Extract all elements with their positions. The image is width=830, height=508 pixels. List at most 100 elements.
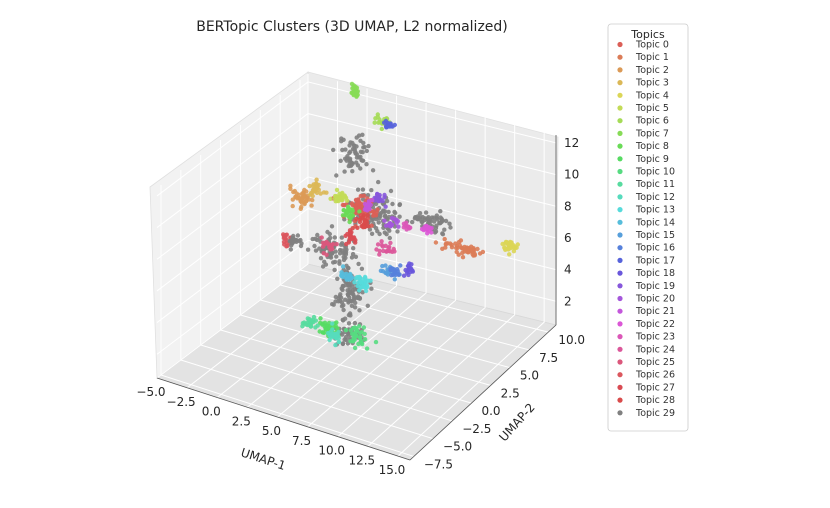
topic-point-18: [406, 263, 411, 269]
scatter-points: [281, 81, 520, 351]
noise-point: [352, 287, 357, 292]
noise-point: [435, 217, 440, 222]
topic-point-27: [345, 231, 350, 237]
legend-marker: [617, 168, 623, 175]
topic-point-7: [355, 89, 360, 94]
legend-marker: [617, 257, 623, 263]
noise-point: [356, 155, 362, 160]
noise-point: [442, 227, 447, 232]
topic-point-18: [403, 267, 408, 273]
noise-point: [364, 162, 369, 167]
noise-point: [327, 231, 332, 237]
noise-point: [356, 133, 362, 138]
noise-point: [358, 166, 363, 171]
noise-point: [366, 143, 371, 149]
noise-point: [350, 161, 355, 167]
topic-point-19: [376, 195, 382, 200]
topic-point-14: [339, 270, 344, 275]
topic-point-24: [374, 247, 379, 252]
noise-point: [328, 235, 333, 241]
noise-point: [342, 250, 347, 256]
noise-point: [417, 211, 423, 216]
topic-point-12: [329, 335, 335, 340]
grid-line-z-4: [156, 113, 557, 228]
legend-label: Topic 9: [635, 154, 669, 165]
topic-point-21: [369, 197, 375, 203]
topic-point-13: [358, 284, 363, 289]
noise-point: [357, 308, 362, 313]
y-tick-label: 5.0: [520, 369, 539, 383]
noise-point: [382, 214, 388, 219]
topic-point-22: [424, 227, 430, 233]
topic-point-10: [358, 338, 364, 344]
topic-point-15: [384, 271, 389, 276]
legend-label: Topic 17: [635, 255, 675, 266]
topic-point-24: [377, 252, 382, 257]
topic-point-20: [389, 216, 395, 221]
topic-point-12: [333, 333, 338, 338]
legend-label: Topic 15: [635, 230, 675, 241]
y-tick-label: −2.5: [462, 422, 491, 436]
x-tick-label: 2.5: [232, 414, 251, 428]
topic-point-10: [360, 342, 365, 347]
noise-point: [369, 286, 374, 291]
axis-panes: [149, 71, 559, 461]
topic-point-2: [304, 198, 309, 203]
topic-point-0: [361, 193, 367, 198]
chart-title: BERTopic Clusters (3D UMAP, L2 normalize…: [196, 19, 508, 35]
topic-point-1: [440, 246, 445, 251]
noise-point: [370, 168, 376, 173]
x-tick-label: −2.5: [167, 395, 196, 409]
topic-point-23: [408, 225, 413, 230]
noise-point: [332, 235, 337, 240]
topic-point-15: [380, 263, 385, 269]
topic-point-8: [343, 213, 348, 218]
topic-point-10: [362, 331, 367, 337]
topic-point-5: [333, 199, 338, 204]
noise-point: [360, 150, 365, 155]
legend-marker: [617, 105, 623, 111]
noise-point: [431, 215, 437, 220]
z-tick-label: 2: [564, 294, 572, 308]
noise-point: [337, 298, 343, 304]
topic-point-10: [343, 328, 349, 333]
topic-point-29: [288, 247, 293, 252]
noise-point: [335, 276, 340, 281]
legend-label: Topic 26: [635, 370, 675, 381]
topic-point-5: [332, 193, 338, 199]
x-tick-label: −5.0: [136, 385, 165, 399]
topic-point-21: [362, 201, 368, 207]
topic-point-13: [352, 280, 357, 285]
noise-point: [369, 188, 374, 193]
topic-point-21: [362, 207, 368, 212]
topic-point-1: [475, 246, 480, 252]
x-axis-line: [156, 377, 411, 461]
noise-point: [345, 292, 350, 297]
noise-point: [320, 264, 326, 269]
grid-line-x-3: [247, 95, 398, 408]
topic-point-1: [458, 238, 464, 243]
noise-point: [341, 307, 346, 313]
legend-label: Topic 14: [635, 217, 675, 228]
topic-point-10: [357, 330, 363, 336]
topic-point-1: [469, 248, 475, 253]
topic-point-17: [382, 120, 387, 125]
grid-line-y-2: [200, 155, 453, 422]
legend-marker: [617, 410, 623, 416]
grid-line-z-2: [156, 176, 557, 292]
legend-label: Topic 11: [635, 179, 675, 190]
noise-point: [350, 169, 355, 174]
noise-point: [386, 209, 391, 215]
noise-point: [387, 235, 392, 241]
topic-point-12: [330, 321, 335, 326]
noise-point: [369, 217, 374, 223]
topic-point-4: [506, 247, 511, 252]
topic-point-25: [334, 242, 339, 247]
topic-point-27: [346, 240, 351, 245]
topic-point-29: [298, 243, 304, 249]
topic-point-5: [328, 196, 333, 201]
topic-point-10: [373, 339, 379, 345]
